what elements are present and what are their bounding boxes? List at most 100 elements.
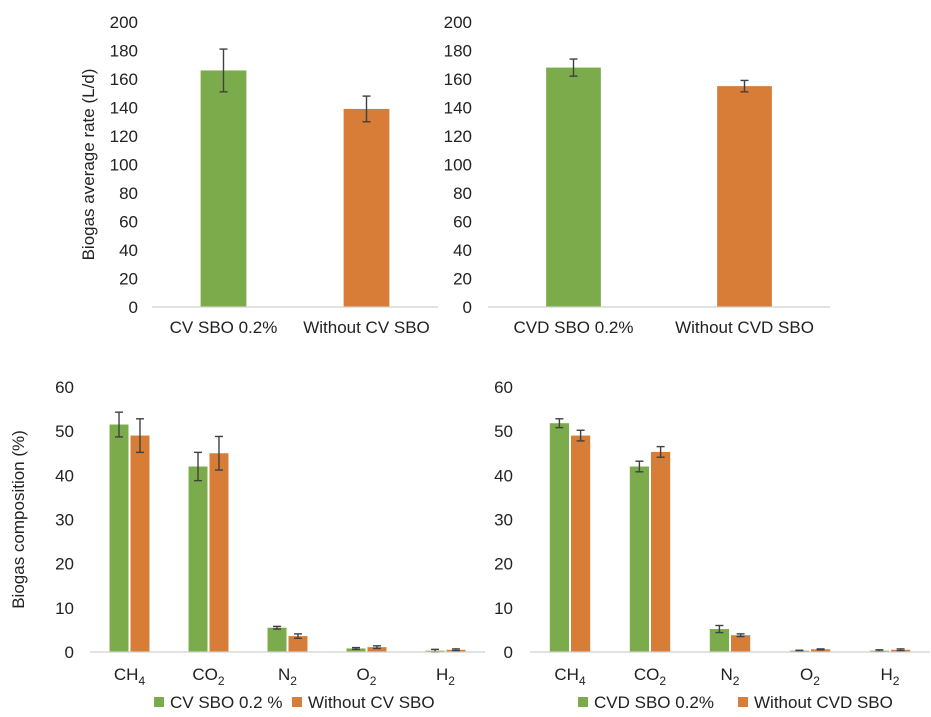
bar-without-cvd-sbo [651,451,671,652]
y-axis-label: Biogas average rate (L/d) [79,69,98,261]
y-tick-label: 180 [444,42,472,61]
y-tick-label: 140 [444,99,472,118]
bar [343,108,390,307]
error-bar [115,411,124,438]
legend-label: CVD SBO 0.2% [594,693,714,712]
x-tick-label: CH4 [554,665,586,688]
y-tick-label: 20 [453,270,472,289]
x-tick-label: CVD SBO 0.2% [514,318,634,337]
bar [546,67,601,307]
y-tick-label: 10 [55,599,74,618]
error-bar [372,645,381,650]
error-bar [194,451,203,482]
bar [717,86,772,307]
legend-swatch [154,697,164,707]
y-tick-label: 20 [119,270,138,289]
x-tick-label: O2 [357,665,377,688]
chart-panel-1: 0 20 40 60 80 100 120 140 160 180 200 Biogas averag… [79,13,438,337]
error-bar [795,649,804,652]
y-tick-label: 20 [494,555,513,574]
legend-swatch [738,697,748,707]
error-bar [656,445,665,458]
x-tick-label: Without CV SBO [303,318,430,337]
x-tick-label: CV SBO 0.2% [170,318,278,337]
y-tick-label: 120 [110,127,138,146]
bar-without-cvd-sbo [811,649,831,652]
error-bar [219,48,228,93]
y-tick-label: 30 [494,511,513,530]
y-tick-label: 140 [110,99,138,118]
bar-cv-sbo-0-2- [188,466,208,652]
bar-cv-sbo-0-2- [109,424,129,652]
bar-cvd-sbo-0-2- [629,466,649,652]
y-tick-label: 0 [129,298,138,317]
x-tick-label: CH4 [114,665,146,688]
error-bar [569,58,578,77]
x-tick-label: CO2 [634,665,667,688]
y-tick-label: 60 [494,378,513,397]
y-tick-label: 200 [444,13,472,32]
y-tick-label: 160 [444,70,472,89]
y-tick-label: 100 [444,156,472,175]
bar-without-cvd-sbo [571,435,591,652]
error-bar [451,648,460,652]
y-axis-label: Biogas composition (%) [9,430,28,609]
bar-without-cv-sbo [367,647,387,652]
x-tick-label: CO2 [192,665,225,688]
y-tick-label: 30 [55,511,74,530]
legend-label: Without CV SBO [308,693,435,712]
error-bar [555,418,564,429]
error-bar [816,648,825,651]
error-bar [576,429,585,442]
chart-panel-2: 0 20 40 60 80 100 120 140 160 180 200 CVD SBO 0.2% W… [444,13,830,337]
chart-panel-4: 0 10 20 30 40 50 60 CH4 CO2 N2 O2 H2 CVD SBO 0.2% Wit… [494,378,930,712]
bar-without-cv-sbo [130,435,150,652]
y-tick-label: 40 [494,466,513,485]
error-bar [214,435,223,471]
y-tick-label: 60 [453,213,472,232]
x-tick-label: Without CVD SBO [675,318,814,337]
y-tick-label: 180 [110,42,138,61]
y-tick-label: 120 [444,127,472,146]
bar-without-cvd-sbo [731,635,751,652]
error-bar [352,646,361,651]
bar [200,70,247,307]
y-tick-label: 40 [55,466,74,485]
bar-cv-sbo-0-2- [346,648,366,652]
y-tick-label: 80 [453,184,472,203]
x-tick-label: H2 [881,665,900,688]
y-tick-label: 60 [119,213,138,232]
legend-label: CV SBO 0.2 % [170,693,282,712]
error-bar [715,624,724,634]
error-bar [740,79,749,93]
error-bar [135,418,144,454]
x-tick-label: N2 [278,665,297,688]
y-tick-label: 160 [110,70,138,89]
y-tick-label: 80 [119,184,138,203]
y-tick-label: 60 [55,378,74,397]
y-tick-label: 0 [504,643,513,662]
y-tick-label: 100 [110,156,138,175]
error-bar [635,460,644,473]
error-bar [736,633,745,638]
error-bar [896,648,905,652]
legend-swatch [292,697,302,707]
y-tick-label: 200 [110,13,138,32]
bar-cv-sbo-0-2- [267,627,287,652]
legend-label: Without CVD SBO [754,693,893,712]
y-tick-label: 40 [453,241,472,260]
bar-cvd-sbo-0-2- [709,629,729,652]
bar-without-cv-sbo [209,453,229,652]
x-tick-label: O2 [800,665,820,688]
y-tick-label: 50 [55,422,74,441]
error-bar [293,633,302,640]
y-tick-label: 50 [494,422,513,441]
y-tick-label: 0 [463,298,472,317]
x-tick-label: H2 [436,665,455,688]
bar-without-cv-sbo [288,636,308,652]
x-tick-label: N2 [721,665,740,688]
y-tick-label: 0 [65,643,74,662]
bar-cvd-sbo-0-2- [549,423,569,652]
legend-swatch [578,697,588,707]
